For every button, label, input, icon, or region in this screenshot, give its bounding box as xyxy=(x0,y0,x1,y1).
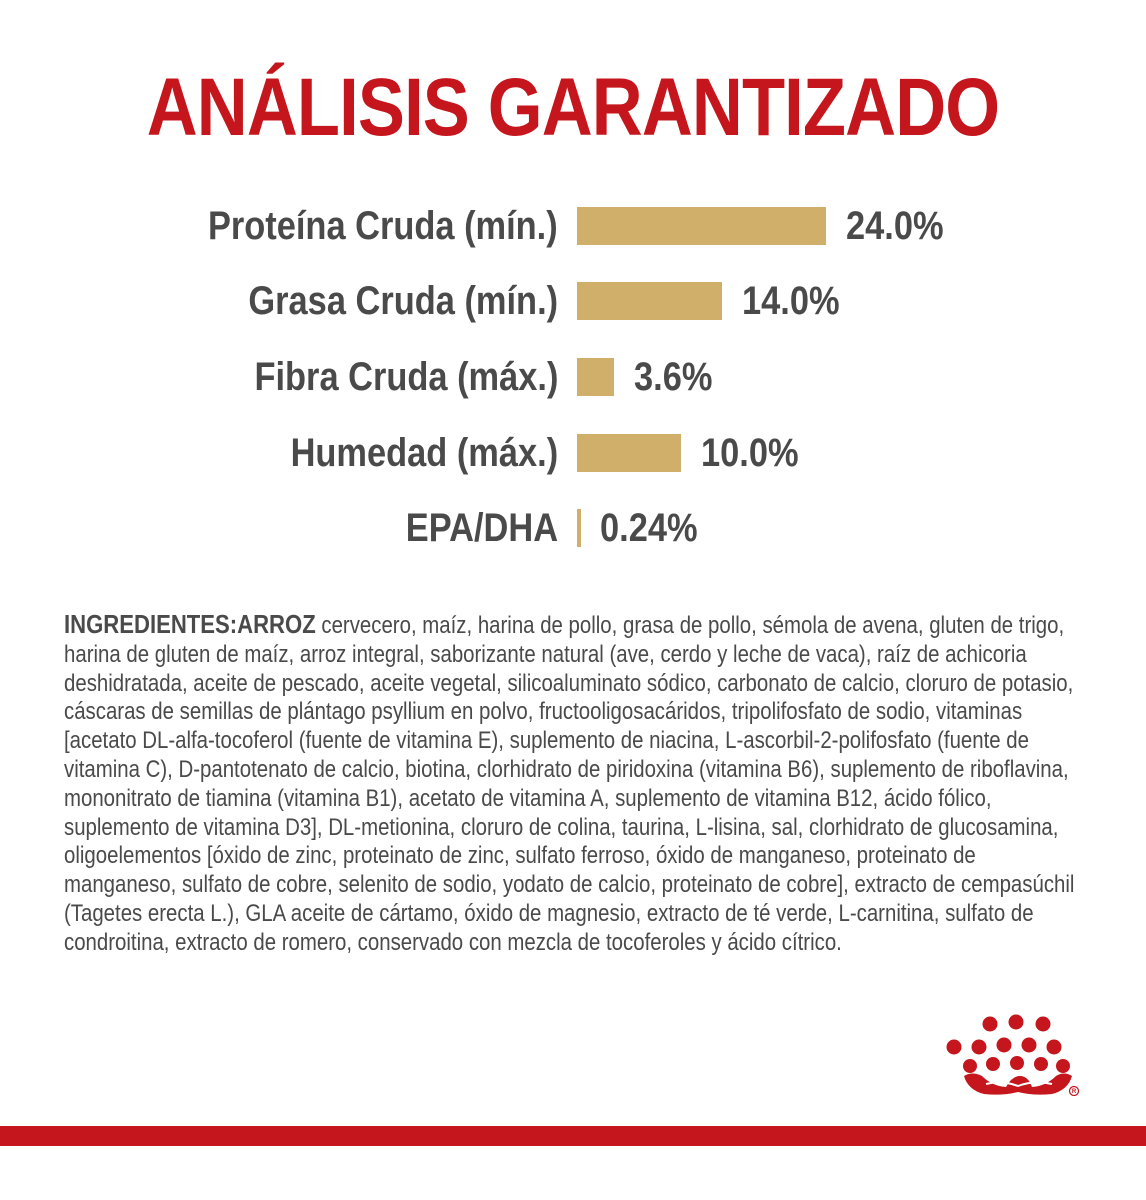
bar-label: Proteína Cruda (mín.) xyxy=(208,204,558,248)
ingredients-paragraph: INGREDIENTES:ARROZ cervecero, maíz, hari… xyxy=(64,610,1084,958)
page-title: ANÁLISIS GARANTIZADO xyxy=(146,62,1000,153)
bar xyxy=(577,282,722,320)
bar-label: Humedad (máx.) xyxy=(290,431,558,475)
bar xyxy=(577,434,681,472)
bar-value-label: 3.6% xyxy=(634,355,713,399)
bar-label: Grasa Cruda (mín.) xyxy=(248,279,558,323)
bar-value-label: 10.0% xyxy=(701,431,799,475)
bar-label: EPA/DHA xyxy=(405,506,558,550)
bar xyxy=(577,509,581,547)
bar xyxy=(577,207,826,245)
bar-value-label: 0.24% xyxy=(600,506,698,550)
bottom-brand-stripe xyxy=(0,1126,1146,1146)
bar-value-label: 24.0% xyxy=(846,204,944,248)
bar-label: Fibra Cruda (máx.) xyxy=(254,355,558,399)
crown-logo-icon: R xyxy=(946,1014,1080,1096)
bar xyxy=(577,358,614,396)
ingredients-text: cervecero, maíz, harina de pollo, grasa … xyxy=(64,612,1075,956)
bar-value-label: 14.0% xyxy=(742,279,840,323)
ingredients-heading: INGREDIENTES:ARROZ xyxy=(64,609,316,639)
svg-text:R: R xyxy=(1072,1089,1077,1095)
guaranteed-analysis-chart: Proteína Cruda (mín.) 24.0% Grasa Cruda (m… xyxy=(208,204,944,550)
